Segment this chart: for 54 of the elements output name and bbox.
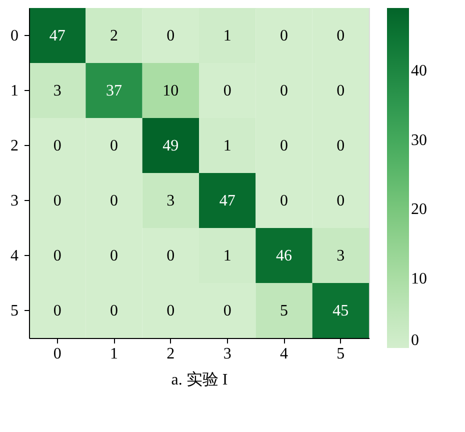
data-label: 0 bbox=[280, 138, 288, 154]
data-label: 47 bbox=[49, 28, 66, 44]
x-tick-label: 3 bbox=[223, 346, 232, 362]
data-label: 0 bbox=[223, 302, 232, 320]
data-label: 1 bbox=[223, 138, 232, 154]
y-tick-label: 2 bbox=[10, 138, 18, 154]
data-label: 0 bbox=[53, 302, 62, 320]
data-label: 5 bbox=[280, 302, 288, 320]
x-tick-label: 4 bbox=[280, 346, 288, 362]
data-label: 0 bbox=[336, 192, 345, 210]
color-bar-label: 30 bbox=[411, 132, 427, 149]
data-label: 0 bbox=[280, 28, 288, 44]
data-label: 0 bbox=[336, 28, 345, 44]
data-label: 3 bbox=[166, 192, 175, 210]
data-label: 0 bbox=[280, 82, 288, 100]
y-tick-label: 1 bbox=[10, 82, 18, 100]
data-label: 1 bbox=[223, 28, 232, 44]
data-label: 49 bbox=[162, 138, 179, 154]
data-label: 0 bbox=[280, 192, 288, 210]
data-label: 10 bbox=[162, 82, 179, 100]
color-bar-label: 40 bbox=[411, 62, 427, 80]
data-label: 3 bbox=[336, 248, 345, 264]
x-tick-label: 0 bbox=[53, 346, 62, 362]
data-label: 37 bbox=[106, 82, 122, 100]
data-label: 0 bbox=[53, 248, 62, 264]
color-bar-label: 10 bbox=[411, 270, 427, 288]
y-tick-label: 3 bbox=[10, 192, 18, 210]
data-label: 0 bbox=[110, 192, 118, 210]
y-tick-label: 5 bbox=[10, 302, 18, 320]
data-label: 45 bbox=[332, 302, 349, 320]
data-label: 0 bbox=[110, 248, 118, 264]
data-label: 46 bbox=[276, 248, 292, 264]
data-label: 0 bbox=[110, 138, 118, 154]
x-tick-label: 2 bbox=[166, 346, 175, 362]
data-label: 3 bbox=[53, 82, 62, 100]
data-label: 0 bbox=[336, 82, 345, 100]
color-bar-label: 0 bbox=[411, 332, 419, 349]
data-label: 0 bbox=[53, 138, 62, 154]
color-bar-label: 20 bbox=[411, 201, 427, 218]
y-tick-label: 0 bbox=[10, 28, 18, 44]
data-label: 0 bbox=[166, 248, 175, 264]
data-label: 0 bbox=[166, 28, 175, 44]
data-label: 1 bbox=[223, 248, 232, 264]
x-tick-label: 5 bbox=[336, 346, 345, 362]
data-label: 0 bbox=[336, 138, 345, 154]
data-label: 0 bbox=[110, 302, 118, 320]
data-label: 0 bbox=[223, 82, 232, 100]
x-axis-title: a. 实验 I bbox=[171, 370, 228, 388]
data-label: 0 bbox=[53, 192, 62, 210]
y-tick-label: 4 bbox=[10, 248, 18, 264]
data-label: 0 bbox=[166, 302, 175, 320]
data-label: 47 bbox=[219, 192, 236, 210]
data-label: 2 bbox=[110, 28, 118, 44]
x-tick-label: 1 bbox=[110, 346, 118, 362]
